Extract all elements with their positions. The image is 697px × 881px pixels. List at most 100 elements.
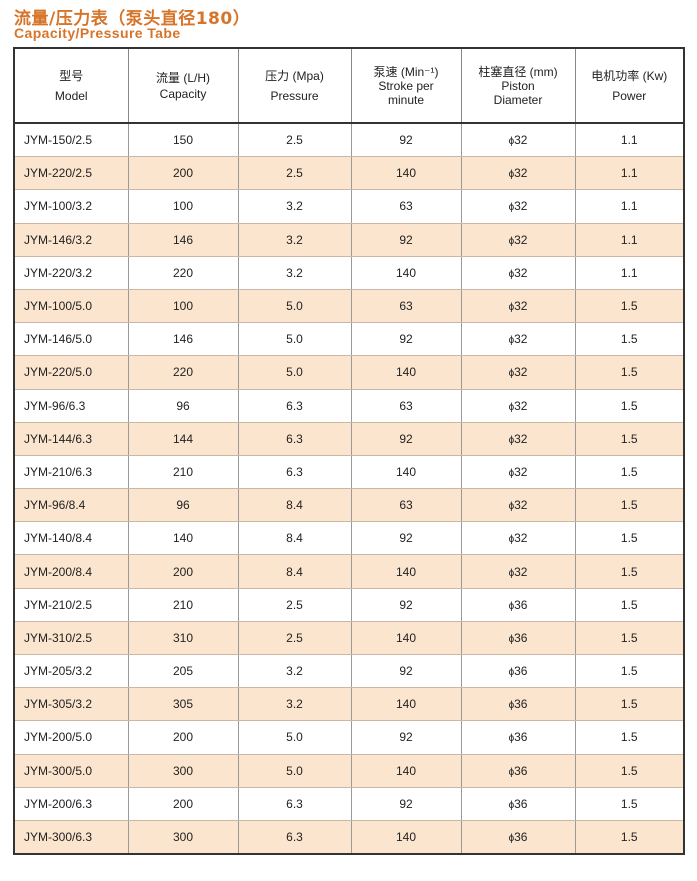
cell-power: 1.1 bbox=[574, 123, 685, 158]
cell-model: JYM-205/3.2 bbox=[13, 654, 129, 689]
cell-capacity: 200 bbox=[127, 720, 239, 755]
header-stroke: 泵速 (Min⁻¹) Stroke per minute bbox=[350, 47, 462, 124]
cell-diameter: ɸ32 bbox=[460, 554, 576, 589]
capacity-pressure-table-container: 型号 Model 流量 (L/H) Capacity 压力 (Mpa) Pres… bbox=[13, 47, 685, 856]
cell-diameter: ɸ32 bbox=[460, 455, 576, 490]
cell-power: 1.5 bbox=[574, 720, 685, 755]
diameter-symbol: ɸ bbox=[508, 268, 515, 280]
cell-capacity: 300 bbox=[127, 754, 239, 788]
cell-power: 1.1 bbox=[574, 156, 685, 191]
header-model-zh: 型号 bbox=[59, 68, 84, 83]
cell-diameter: ɸ32 bbox=[460, 256, 576, 290]
cell-stroke: 92 bbox=[350, 787, 462, 821]
cell-capacity: 150 bbox=[127, 123, 239, 158]
cell-power: 1.5 bbox=[574, 322, 685, 357]
diameter-value: 36 bbox=[514, 830, 528, 845]
cell-pressure: 2.5 bbox=[237, 588, 352, 622]
diameter-value: 36 bbox=[514, 763, 528, 778]
diameter-value: 32 bbox=[514, 199, 528, 214]
cell-model: JYM-300/5.0 bbox=[13, 754, 129, 788]
diameter-value: 32 bbox=[514, 431, 528, 446]
cell-diameter: ɸ32 bbox=[460, 123, 576, 158]
cell-model: JYM-310/2.5 bbox=[13, 621, 129, 656]
cell-stroke: 140 bbox=[350, 156, 462, 191]
cell-model: JYM-96/8.4 bbox=[13, 488, 129, 523]
cell-stroke: 140 bbox=[350, 820, 462, 855]
cell-pressure: 2.5 bbox=[237, 123, 352, 158]
cell-stroke: 140 bbox=[350, 554, 462, 589]
header-pressure-zh: 压力 (Mpa) bbox=[265, 68, 324, 83]
table-row: JYM-146/3.2 146 3.2 92 ɸ32 1.1 bbox=[13, 223, 685, 257]
table-row: JYM-220/5.0 220 5.0 140 ɸ32 1.5 bbox=[13, 355, 685, 390]
cell-model: JYM-200/5.0 bbox=[13, 720, 129, 755]
cell-model: JYM-150/2.5 bbox=[13, 123, 129, 158]
cell-diameter: ɸ36 bbox=[460, 754, 576, 788]
cell-pressure: 2.5 bbox=[237, 156, 352, 191]
cell-pressure: 6.3 bbox=[237, 787, 352, 821]
table-body: JYM-150/2.5 150 2.5 92 ɸ32 1.1 JYM-220/2.5 200 2… bbox=[13, 123, 685, 855]
header-stroke-zh: 泵速 (Min⁻¹) bbox=[373, 64, 439, 79]
cell-pressure: 6.3 bbox=[237, 455, 352, 490]
cell-diameter: ɸ36 bbox=[460, 588, 576, 622]
cell-stroke: 92 bbox=[350, 588, 462, 622]
cell-model: JYM-200/6.3 bbox=[13, 787, 129, 821]
cell-model: JYM-305/3.2 bbox=[13, 687, 129, 722]
cell-capacity: 310 bbox=[127, 621, 239, 656]
cell-pressure: 3.2 bbox=[237, 223, 352, 257]
cell-pressure: 6.3 bbox=[237, 422, 352, 456]
cell-stroke: 140 bbox=[350, 621, 462, 656]
cell-model: JYM-200/8.4 bbox=[13, 554, 129, 589]
cell-capacity: 144 bbox=[127, 422, 239, 456]
page-title-english: Capacity/Pressure Tabe bbox=[14, 25, 181, 41]
cell-capacity: 200 bbox=[127, 554, 239, 589]
cell-stroke: 63 bbox=[350, 189, 462, 224]
cell-stroke: 92 bbox=[350, 654, 462, 689]
cell-pressure: 3.2 bbox=[237, 687, 352, 722]
table-row: JYM-146/5.0 146 5.0 92 ɸ32 1.5 bbox=[13, 322, 685, 357]
table-row: JYM-200/5.0 200 5.0 92 ɸ36 1.5 bbox=[13, 720, 685, 755]
cell-diameter: ɸ32 bbox=[460, 189, 576, 224]
cell-pressure: 5.0 bbox=[237, 720, 352, 755]
cell-diameter: ɸ36 bbox=[460, 621, 576, 656]
cell-power: 1.5 bbox=[574, 389, 685, 423]
cell-diameter: ɸ36 bbox=[460, 820, 576, 855]
header-stroke-en: Stroke per bbox=[378, 78, 434, 93]
header-pressure: 压力 (Mpa) Pressure bbox=[237, 47, 352, 124]
cell-power: 1.1 bbox=[574, 223, 685, 257]
diameter-value: 36 bbox=[514, 697, 528, 712]
cell-model: JYM-210/2.5 bbox=[13, 588, 129, 622]
cell-power: 1.5 bbox=[574, 654, 685, 689]
cell-stroke: 140 bbox=[350, 355, 462, 390]
cell-pressure: 5.0 bbox=[237, 289, 352, 324]
diameter-value: 32 bbox=[514, 332, 528, 347]
cell-model: JYM-300/6.3 bbox=[13, 820, 129, 855]
diameter-value: 36 bbox=[514, 597, 528, 612]
cell-power: 1.5 bbox=[574, 754, 685, 788]
cell-model: JYM-146/3.2 bbox=[13, 223, 129, 257]
cell-capacity: 220 bbox=[127, 256, 239, 290]
cell-diameter: ɸ36 bbox=[460, 654, 576, 689]
cell-pressure: 5.0 bbox=[237, 355, 352, 390]
header-capacity-zh: 流量 (L/H) bbox=[155, 70, 210, 85]
header-piston-en2: Diameter bbox=[493, 92, 543, 107]
cell-capacity: 146 bbox=[127, 223, 239, 257]
cell-capacity: 100 bbox=[127, 189, 239, 224]
table-row: JYM-96/6.3 96 6.3 63 ɸ32 1.5 bbox=[13, 389, 685, 423]
table-row: JYM-305/3.2 305 3.2 140 ɸ36 1.5 bbox=[13, 687, 685, 722]
cell-diameter: ɸ32 bbox=[460, 355, 576, 390]
cell-diameter: ɸ36 bbox=[460, 687, 576, 722]
cell-diameter: ɸ32 bbox=[460, 488, 576, 523]
cell-diameter: ɸ32 bbox=[460, 223, 576, 257]
cell-power: 1.5 bbox=[574, 488, 685, 523]
header-model-en: Model bbox=[54, 88, 88, 103]
cell-pressure: 6.3 bbox=[237, 389, 352, 423]
diameter-symbol: ɸ bbox=[508, 235, 515, 247]
header-piston-en: Piston bbox=[501, 78, 535, 93]
cell-power: 1.5 bbox=[574, 787, 685, 821]
diameter-value: 36 bbox=[514, 664, 528, 679]
diameter-symbol: ɸ bbox=[508, 501, 515, 513]
cell-power: 1.5 bbox=[574, 588, 685, 622]
diameter-symbol: ɸ bbox=[508, 202, 515, 214]
diameter-symbol: ɸ bbox=[508, 136, 515, 148]
diameter-value: 36 bbox=[514, 796, 528, 811]
